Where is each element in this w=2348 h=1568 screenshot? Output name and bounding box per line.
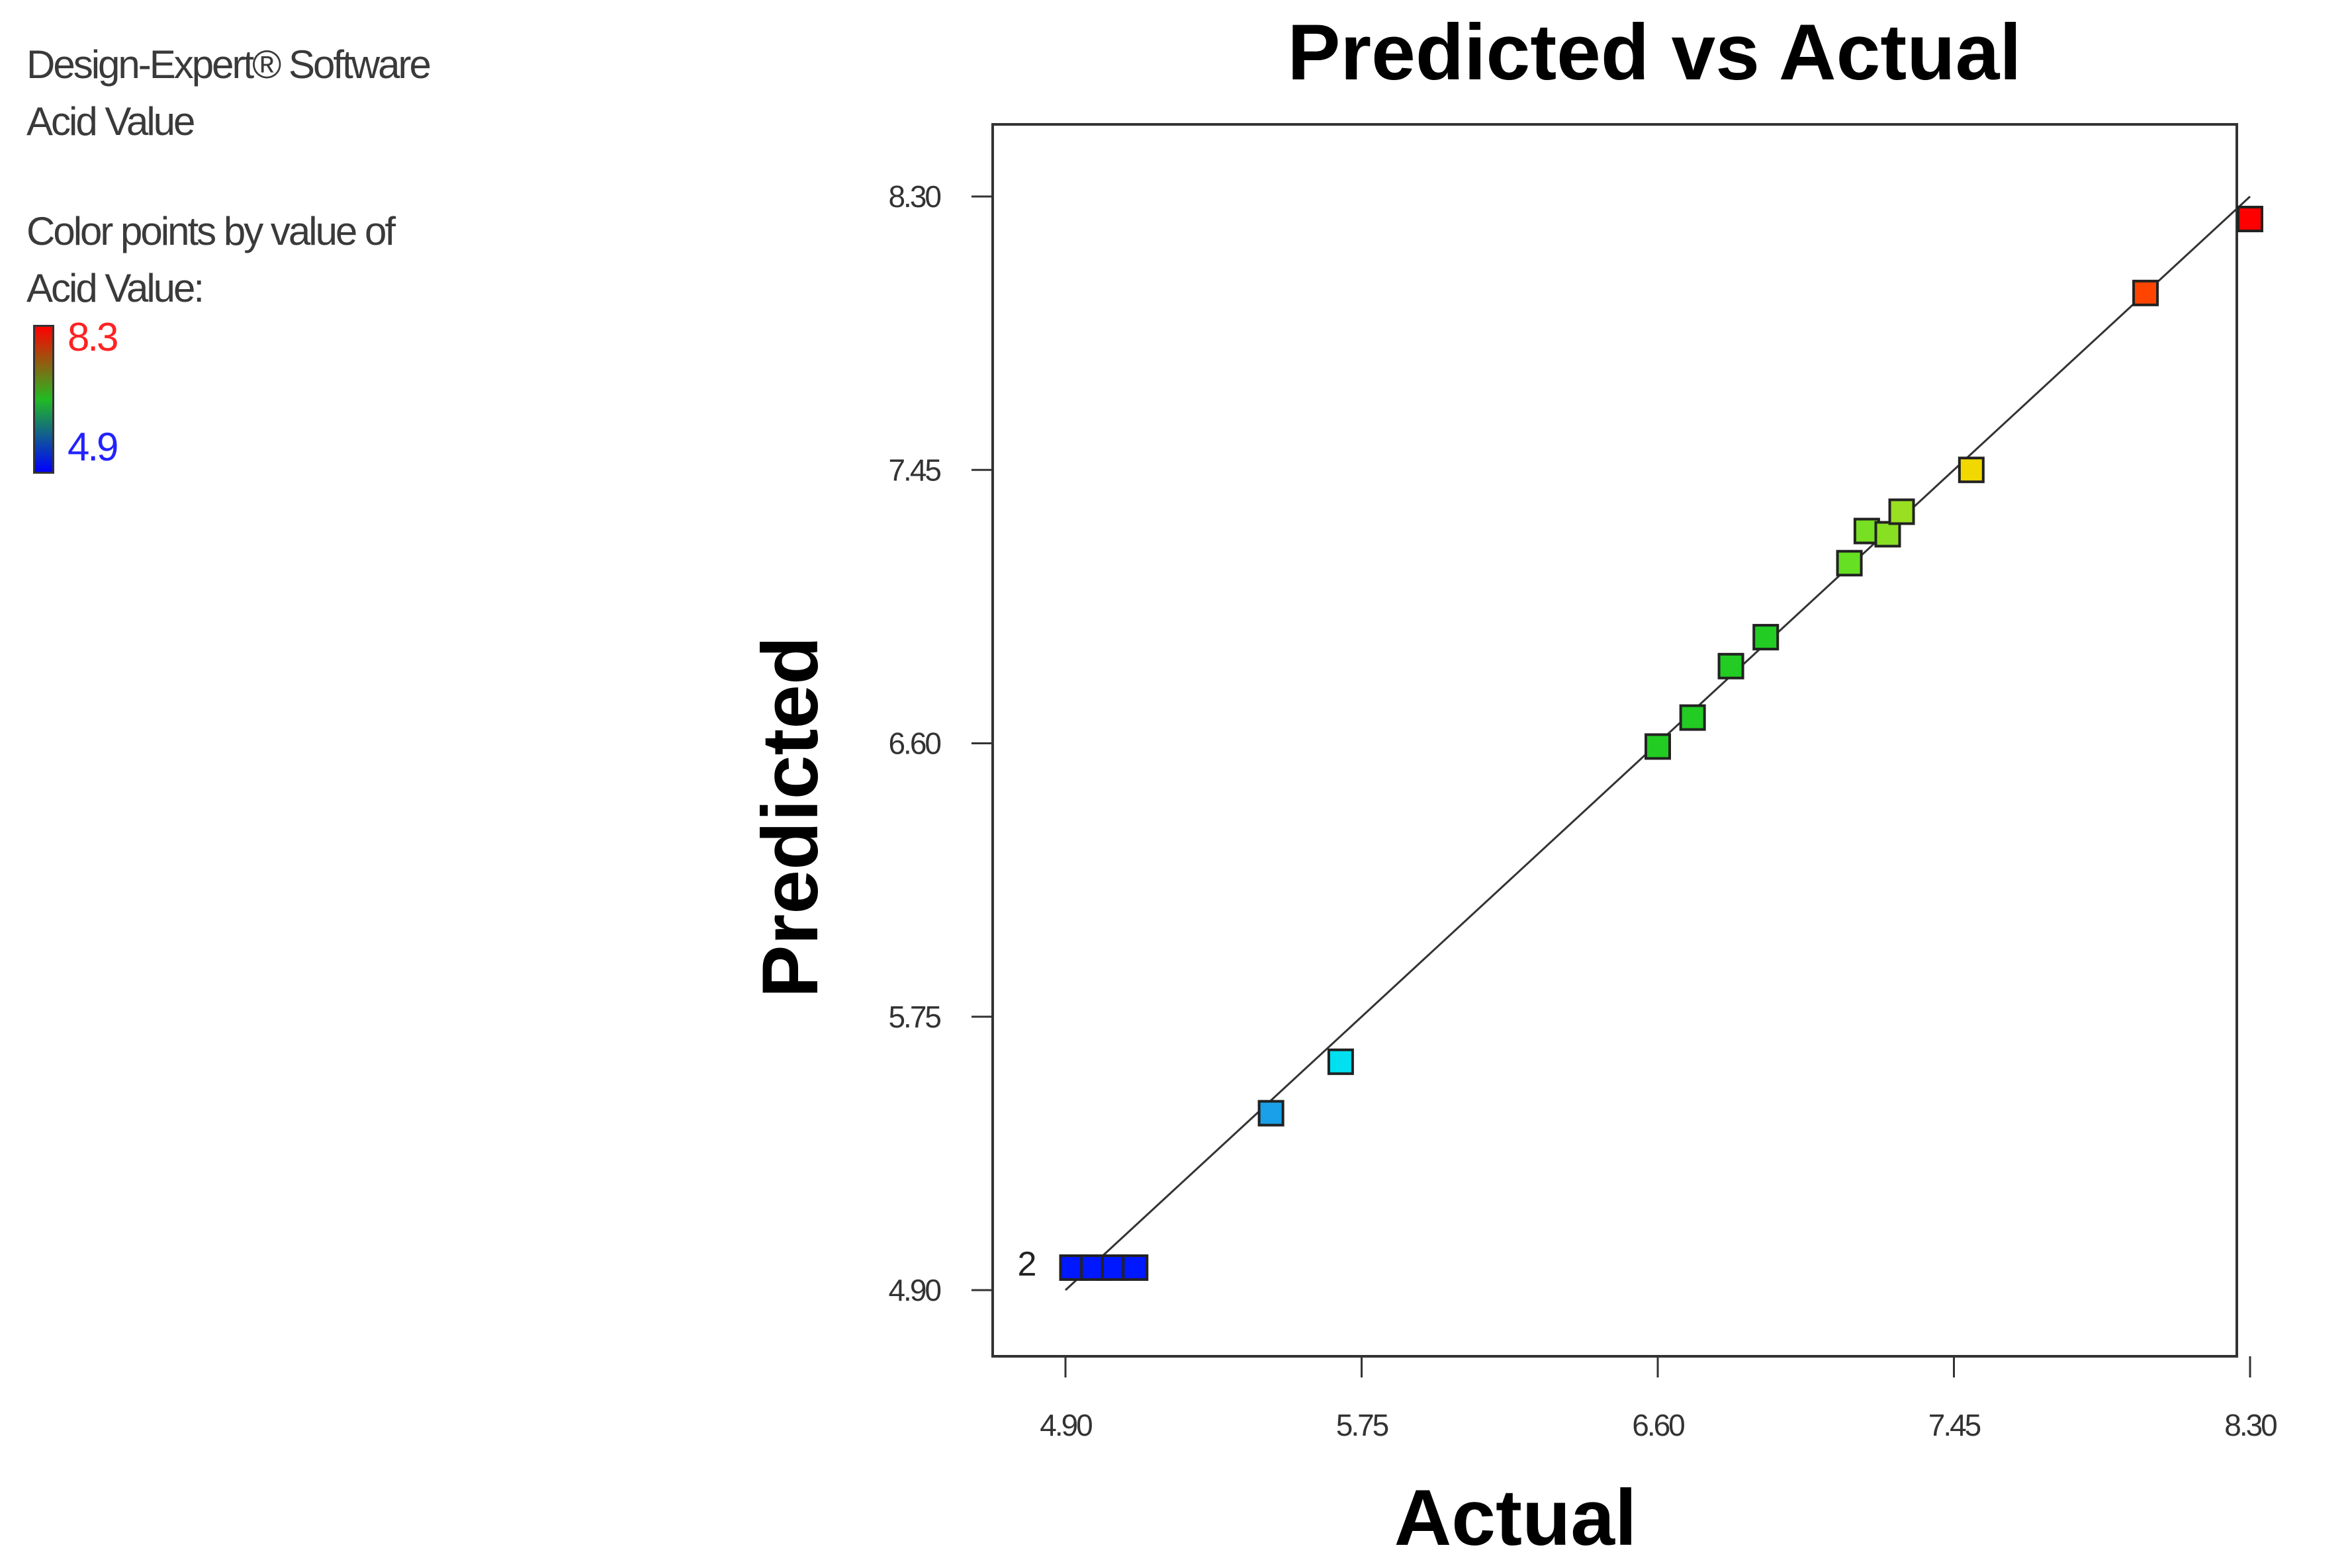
- y-tick-label: 4.90: [888, 1273, 940, 1307]
- data-point: [1752, 624, 1780, 651]
- data-point: [1257, 1100, 1285, 1127]
- data-point: [1122, 1254, 1149, 1281]
- x-tick-label: 5.75: [1336, 1408, 1388, 1442]
- software-name: Design-Expert® Software: [26, 42, 431, 87]
- data-point: [2237, 206, 2263, 233]
- color-low-label: 4.9: [68, 425, 118, 469]
- x-tick-label: 4.90: [1040, 1408, 1092, 1442]
- data-point: [1327, 1048, 1354, 1075]
- x-tick-label: 8.30: [2224, 1408, 2277, 1442]
- data-point: [1888, 498, 1915, 525]
- x-tick-label: 6.60: [1632, 1408, 1684, 1442]
- data-point: [1679, 704, 1706, 731]
- color-scale: 8.3 4.9: [26, 315, 490, 485]
- annotations: 2: [1018, 1245, 1037, 1284]
- color-high-label: 8.3: [68, 315, 118, 359]
- response-name: Acid Value: [26, 99, 195, 144]
- y-axis-label: Predicted: [746, 636, 835, 998]
- data-point: [1874, 521, 1901, 548]
- color-caption-line1: Color points by value of: [26, 209, 396, 253]
- x-axis-label: Actual: [1394, 1473, 1637, 1562]
- y-tick-label: 7.45: [888, 453, 940, 487]
- y-tick-label: 6.60: [888, 726, 940, 761]
- point-count-label: 2: [1018, 1245, 1037, 1284]
- data-point: [1645, 733, 1671, 760]
- y-tick-label: 8.30: [888, 179, 940, 214]
- plot-area: [991, 123, 2238, 1358]
- y-tick-label: 5.75: [888, 1000, 940, 1034]
- data-point: [2132, 279, 2159, 306]
- legend-panel: Design-Expert® Software Acid Value Color…: [26, 36, 490, 485]
- color-gradient-bar: [33, 325, 54, 474]
- data-points: [1059, 206, 2263, 1281]
- x-tick-label: 7.45: [1928, 1408, 1981, 1442]
- data-point: [1836, 550, 1863, 577]
- chart-title: Predicted vs Actual: [1287, 8, 2021, 97]
- data-point: [1958, 457, 1985, 484]
- color-caption-line2: Acid Value:: [26, 266, 204, 310]
- data-point: [1717, 652, 1744, 679]
- x-axis: 4.90 5.75 6.60 7.45 8.30: [1040, 1356, 2279, 1442]
- y-axis: 4.90 5.75 6.60 7.45 8.30: [888, 179, 993, 1307]
